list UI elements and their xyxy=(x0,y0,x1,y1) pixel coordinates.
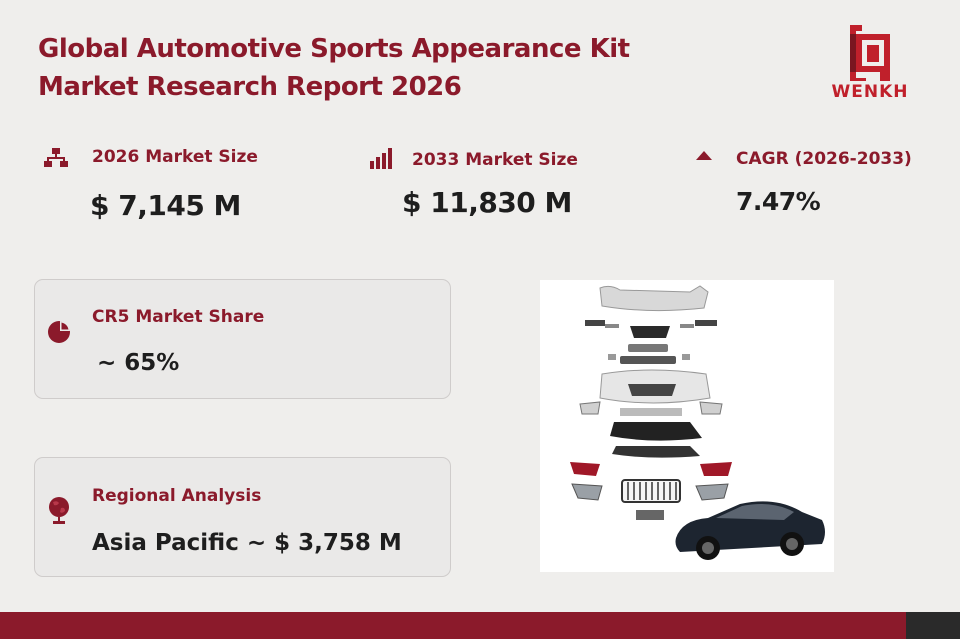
globe-icon xyxy=(49,497,69,524)
card-value: ~ 65% xyxy=(97,350,180,376)
report-title-line1: Global Automotive Sports Appearance Kit xyxy=(38,34,630,64)
brand-logo-text: WENKH xyxy=(831,82,909,102)
report-title: Global Automotive Sports Appearance Kit … xyxy=(38,30,678,106)
footer-bar xyxy=(0,612,906,639)
stat-value: $ 11,830 M xyxy=(402,186,572,219)
card-label: CR5 Market Share xyxy=(92,307,265,327)
footer-bar-end xyxy=(906,612,960,639)
report-title-line2: Market Research Report 2026 xyxy=(38,72,462,102)
card-label: Regional Analysis xyxy=(92,486,262,506)
stat-label: 2026 Market Size xyxy=(92,147,258,167)
stat-value: $ 7,145 M xyxy=(90,189,241,222)
stat-label: CAGR (2026-2033) xyxy=(736,149,912,169)
card-cr5-market-share: CR5 Market Share ~ 65% xyxy=(34,279,451,399)
brand-logo-mark xyxy=(850,25,890,81)
pie-chart-icon xyxy=(48,321,70,343)
brand-logo: WENKH xyxy=(818,22,922,104)
triangle-up-icon xyxy=(696,151,712,160)
hierarchy-icon xyxy=(44,148,68,167)
stat-label: 2033 Market Size xyxy=(412,150,578,170)
card-regional-analysis: Regional Analysis Asia Pacific ~ $ 3,758… xyxy=(34,457,451,577)
bar-chart-icon xyxy=(370,148,392,169)
body-kit-parts-image xyxy=(540,280,834,572)
stat-value: 7.47% xyxy=(736,187,821,216)
card-value: Asia Pacific ~ $ 3,758 M xyxy=(92,530,402,556)
